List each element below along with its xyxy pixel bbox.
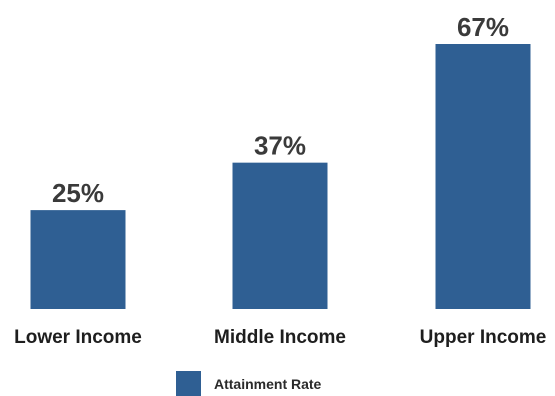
bars-layer <box>30 44 531 309</box>
category-label-upper-income: Upper Income <box>420 327 547 348</box>
category-label-lower-income: Lower Income <box>14 327 142 348</box>
value-labels-layer: 25% 37% 67% <box>52 12 509 208</box>
legend-label-attainment-rate: Attainment Rate <box>214 376 322 392</box>
category-labels-layer: Lower Income Middle Income Upper Income <box>14 327 546 348</box>
data-label-middle-income: 37% <box>254 131 306 161</box>
legend-swatch <box>176 371 201 396</box>
bar-upper-income <box>435 44 531 309</box>
data-label-lower-income: 25% <box>52 178 104 208</box>
data-label-upper-income: 67% <box>457 12 509 42</box>
bar-lower-income <box>30 210 126 309</box>
category-label-middle-income: Middle Income <box>214 327 346 348</box>
bar-middle-income <box>232 162 328 309</box>
legend: Attainment Rate <box>176 371 322 396</box>
